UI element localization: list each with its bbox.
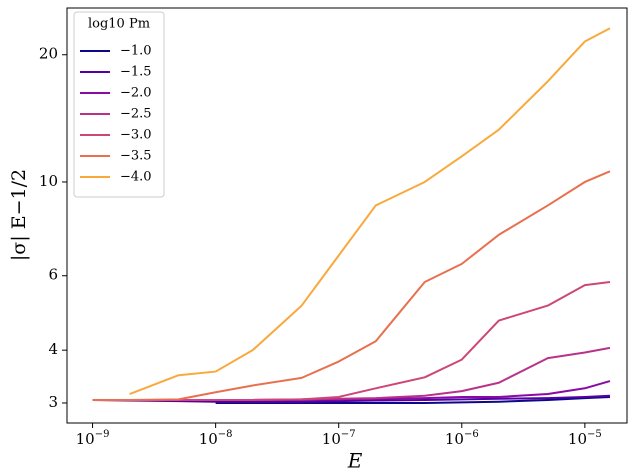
plot-frame xyxy=(66,7,628,424)
series-line xyxy=(92,394,611,403)
legend-label: −1.5 xyxy=(120,65,152,80)
series-line xyxy=(92,280,611,401)
x-tick-label: 10−7 xyxy=(322,429,356,449)
x-tick-exponent: −5 xyxy=(587,429,602,440)
y-tick-label: 4 xyxy=(48,340,58,358)
legend: log10 Pm −1.0 −1.5 −2.0 −2.5 −3.0 −3.5 −4.0 xyxy=(73,11,165,198)
x-tick-exponent: −6 xyxy=(464,429,479,440)
x-tick-label: 10−6 xyxy=(445,429,479,449)
legend-label: −2.5 xyxy=(120,107,152,122)
legend-label: −4.0 xyxy=(120,170,152,185)
series-line xyxy=(129,27,611,395)
x-axis-label: E xyxy=(347,449,363,473)
x-tick-label: 10−8 xyxy=(199,429,233,449)
y-tick-label: 20 xyxy=(39,45,58,63)
y-tick-label: 6 xyxy=(48,266,58,284)
legend-label: −3.5 xyxy=(120,149,152,164)
y-tick-label: 3 xyxy=(48,393,58,411)
series-line xyxy=(215,395,611,404)
series-line xyxy=(92,170,611,401)
x-tick-base: 10 xyxy=(76,430,95,448)
legend-title: log10 Pm xyxy=(88,17,150,32)
x-tick-base: 10 xyxy=(568,430,587,448)
legend-box xyxy=(73,11,165,198)
x-tick-exponent: −9 xyxy=(95,429,110,440)
legend-label: −2.0 xyxy=(120,86,152,101)
y-tick-label: 10 xyxy=(39,172,58,190)
x-tick-base: 10 xyxy=(445,430,464,448)
y-axis-label: |σ| E−1/2 xyxy=(8,169,30,261)
x-tick-base: 10 xyxy=(322,430,341,448)
x-tick-label: 10−5 xyxy=(568,429,602,449)
legend-label: −3.0 xyxy=(120,128,152,143)
x-tick-label: 10−9 xyxy=(76,429,110,449)
legend-label: −1.0 xyxy=(120,44,152,59)
x-tick-base: 10 xyxy=(199,430,218,448)
x-tick-exponent: −8 xyxy=(218,429,233,440)
series-line xyxy=(92,380,611,401)
x-tick-exponent: −7 xyxy=(341,429,356,440)
